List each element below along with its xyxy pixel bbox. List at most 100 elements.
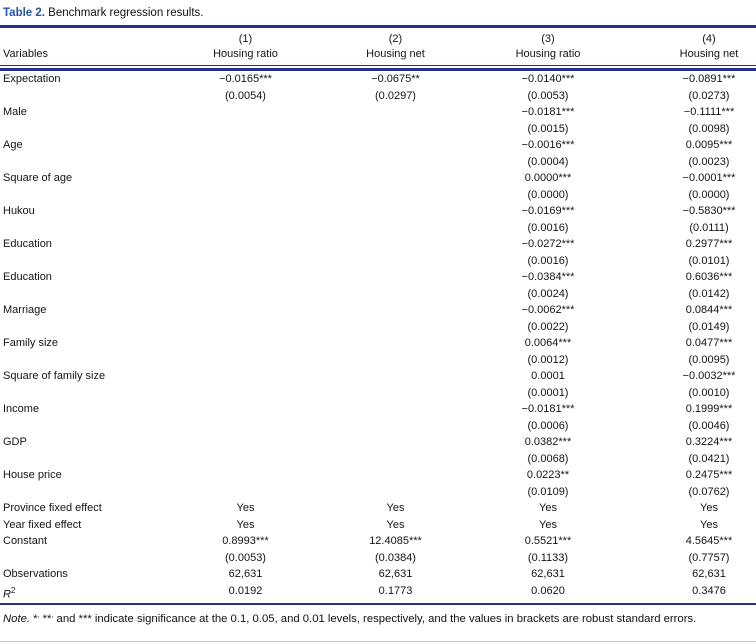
variable-label: Male xyxy=(3,106,27,118)
value-cell: 62,631 xyxy=(228,568,263,580)
variable-label-empty xyxy=(0,451,170,468)
se-cell xyxy=(321,484,470,501)
se-cell xyxy=(321,154,470,171)
header-row-numbers: (1) (2) (3) (4) xyxy=(0,32,756,47)
se-cell: (0.0149) xyxy=(688,320,730,333)
se-cell xyxy=(321,385,470,402)
coef-cell xyxy=(170,236,321,253)
table-row: Education −0.0272*** 0.2977*** xyxy=(0,236,756,253)
se-cell xyxy=(170,319,321,336)
variable-label: Marriage xyxy=(3,304,47,316)
note-label: Note. xyxy=(3,612,31,625)
header-double-rule xyxy=(0,65,756,71)
se-cell xyxy=(170,154,321,171)
se-cell: (0.0000) xyxy=(688,188,730,201)
table-row: Male −0.0181*** −0.1111*** xyxy=(0,104,756,121)
coef-cell xyxy=(321,269,470,286)
coef-cell: −0.0165*** xyxy=(219,73,272,85)
se-cell xyxy=(170,286,321,303)
coef-cell xyxy=(321,467,470,484)
coef-cell: −0.0675** xyxy=(371,73,420,85)
coef-cell xyxy=(321,203,470,220)
variable-label: Family size xyxy=(3,337,59,349)
variable-label-empty xyxy=(0,484,170,501)
column-title: Housing net xyxy=(366,48,425,60)
table-row-se: (0.0006) (0.0046) xyxy=(0,418,756,435)
header-row-titles: Variables Housing ratio Housing net Hous… xyxy=(0,47,756,62)
column-number: (4) xyxy=(702,33,716,45)
table-row-se: (0.0015) (0.0098) xyxy=(0,121,756,138)
variables-header: Variables xyxy=(3,48,49,60)
note-star-three: *** xyxy=(78,612,92,625)
variable-label: GDP xyxy=(3,436,27,448)
table-row: Age −0.0016*** 0.0095*** xyxy=(0,137,756,154)
table-row-se: (0.0016) (0.0101) xyxy=(0,253,756,270)
se-cell xyxy=(321,451,470,468)
se-cell xyxy=(170,253,321,270)
coef-cell: −0.0181*** xyxy=(521,106,575,118)
coef-cell: 0.0064*** xyxy=(524,337,572,349)
column-title: Housing ratio xyxy=(515,48,581,60)
column-title: Housing net xyxy=(679,48,739,60)
variable-label: Income xyxy=(3,403,40,415)
value-cell: 62,631 xyxy=(692,568,726,580)
coef-cell: 0.0382*** xyxy=(524,436,572,448)
coef-cell: 0.8993*** xyxy=(222,535,269,547)
table-row: GDP 0.0382*** 0.3224*** xyxy=(0,434,756,451)
se-cell: (0.0053) xyxy=(527,89,569,102)
header-empty-cell xyxy=(0,32,170,47)
coef-cell: 4.5645*** xyxy=(685,535,733,547)
se-cell xyxy=(321,121,470,138)
value-cell: 0.0620 xyxy=(531,584,565,597)
se-cell xyxy=(170,220,321,237)
coef-cell: 0.0223** xyxy=(526,469,570,481)
value-cell: Yes xyxy=(386,518,405,531)
se-cell xyxy=(321,352,470,369)
value-cell: 0.1773 xyxy=(378,584,413,597)
variable-label: Year fixed effect xyxy=(3,518,82,531)
se-cell xyxy=(170,451,321,468)
page-bottom-divider xyxy=(0,641,756,642)
se-cell: (0.0101) xyxy=(688,254,730,267)
se-cell: (0.0046) xyxy=(688,419,730,432)
table-row: Hukou −0.0169*** −0.5830*** xyxy=(0,203,756,220)
variable-label-empty xyxy=(0,253,170,270)
variable-label-empty xyxy=(0,88,170,105)
se-cell: (0.0054) xyxy=(225,89,266,102)
table-row-se: (0.0016) (0.0111) xyxy=(0,220,756,237)
column-number: (2) xyxy=(388,33,403,45)
note-comma-two: , xyxy=(51,611,54,619)
coef-cell: 0.2475*** xyxy=(685,469,733,481)
coef-cell: 0.3224*** xyxy=(685,436,733,448)
variable-label-empty xyxy=(0,220,170,237)
variable-label: Square of family size xyxy=(3,370,106,382)
value-cell: Yes xyxy=(539,502,557,514)
coef-cell: 0.0844*** xyxy=(685,304,733,316)
variable-label-empty xyxy=(0,319,170,336)
table-row-se: (0.0000) (0.0000) xyxy=(0,187,756,204)
table-caption: Benchmark regression results. xyxy=(48,7,204,19)
coef-cell xyxy=(321,368,470,385)
coef-cell xyxy=(170,467,321,484)
coef-cell: −0.0169*** xyxy=(521,205,575,217)
variable-label: House price xyxy=(3,469,62,481)
coef-cell: −0.1111*** xyxy=(683,106,735,118)
se-cell: (0.1133) xyxy=(527,551,569,564)
se-cell: (0.0421) xyxy=(688,452,730,465)
coef-cell: −0.0384*** xyxy=(521,271,575,283)
table-row: Observations 62,631 62,631 62,631 62,631 xyxy=(0,566,756,583)
coef-cell: −0.5830*** xyxy=(682,205,736,217)
table-row: Expectation −0.0165*** −0.0675** −0.0140… xyxy=(0,71,756,88)
value-cell: 0.0192 xyxy=(228,584,263,597)
se-cell xyxy=(321,286,470,303)
table-row: House price 0.0223** 0.2475*** xyxy=(0,467,756,484)
se-cell: (0.0297) xyxy=(375,89,416,102)
table-row: Constant 0.8993*** 12.4085*** 0.5521*** … xyxy=(0,533,756,550)
coef-cell xyxy=(170,401,321,418)
se-cell: (0.0273) xyxy=(688,89,730,102)
coef-cell: −0.0062*** xyxy=(521,304,575,316)
value-cell: Yes xyxy=(700,518,718,531)
se-cell: (0.0016) xyxy=(527,221,569,234)
variable-label-empty xyxy=(0,385,170,402)
table-row-se: (0.0001) (0.0010) xyxy=(0,385,756,402)
